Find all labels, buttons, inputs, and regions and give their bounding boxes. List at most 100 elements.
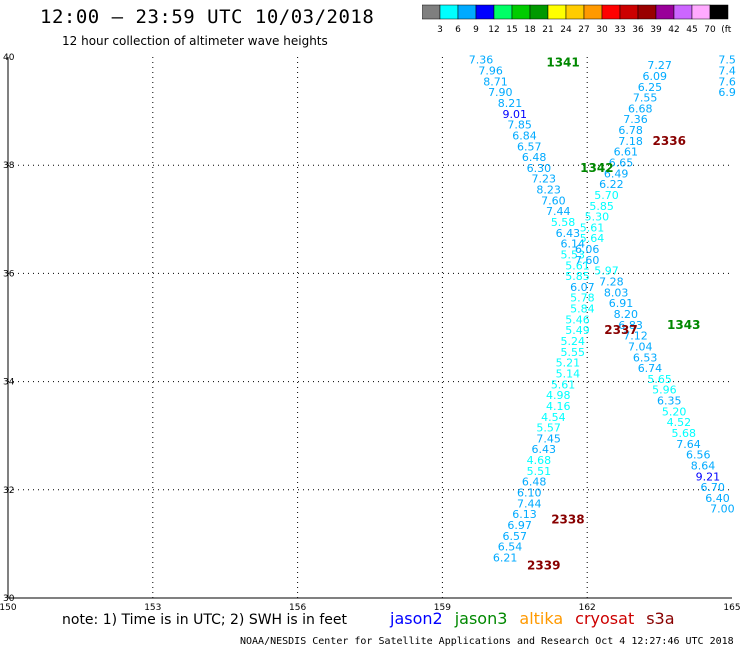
wave-height-point: 6.68 [628,102,653,115]
wave-height-point: 6.10 [517,487,542,500]
wave-height-point: 6.78 [618,124,643,137]
wave-height-point: 5.53 [560,248,585,261]
wave-height-point: 7.90 [488,86,513,99]
wave-height-point: 6.06 [575,243,600,256]
wave-height-point: 5.55 [560,346,585,359]
pass-number-label: 2339 [527,559,560,573]
colorbar-label: (ft) [721,25,732,35]
wave-height-point: 5.85 [565,270,590,283]
wave-height-point: 5.78 [570,292,595,305]
wave-height-point: 8.20 [614,308,639,321]
colorbar-label: 12 [488,25,499,35]
colorbar-label: 36 [632,25,644,35]
wave-height-point: 7.04 [628,340,653,353]
y-tick-label: 32 [3,486,14,496]
wave-height-point: 6.25 [638,81,663,94]
wave-height-point: 7.00 [710,503,735,516]
x-tick-label: 153 [144,603,161,610]
wave-height-point: 5.61 [580,221,605,234]
wave-height-point: 7.36 [469,54,494,67]
wave-height-point: 6.74 [638,362,663,375]
legend-item-jason3: jason3 [454,609,508,628]
pass-number-label: 2338 [551,513,584,527]
wave-height-point: 5.84 [570,303,595,316]
x-tick-label: 159 [434,603,451,610]
colorbar-label: 6 [455,25,461,35]
wave-height-point: 7.36 [623,113,648,126]
wave-height-point: 6.35 [657,395,682,408]
wave-height-point: 6.97 [507,519,532,532]
wave-height-point: 6.9 [718,86,736,99]
wave-height-point: 6.57 [517,140,542,153]
legend-item-altika: altika [519,609,564,628]
wave-height-point: 5.70 [594,189,619,202]
colorbar-label: 39 [650,25,662,35]
wave-height-point: 7.27 [647,59,672,72]
wave-height-point: 6.57 [503,530,528,543]
wave-height-point: 6.30 [527,162,552,175]
wave-height-point: 7.44 [546,205,571,218]
wave-height-point: 5.30 [585,211,610,224]
wave-height-point: 5.14 [556,367,581,380]
wave-height-point: 6.40 [705,492,730,505]
wave-height-point: 5.65 [647,373,672,386]
wave-height-point: 6.53 [633,351,658,364]
wave-height-point: 6.83 [618,319,643,332]
wave-height-point: 5.58 [551,216,576,229]
wave-height-point: 6.09 [643,70,668,83]
wave-height-point: 6.56 [686,449,711,462]
wave-height-point: 4.52 [667,416,692,429]
colorbar-label: 24 [560,25,572,35]
y-tick-label: 34 [3,378,15,388]
wave-height-point: 7.85 [507,119,532,132]
wave-height-point: 5.68 [671,427,696,440]
colorbar-label: 21 [542,25,553,35]
legend-item-cryosat: cryosat [575,609,635,628]
wave-height-point: 7.28 [599,276,624,289]
colorbar-label: 27 [578,25,589,35]
colorbar-label: 3 [437,25,443,35]
pass-number-label: 2337 [604,323,637,337]
satellite-legend: jason2 jason3 altika cryosat s3a [390,609,675,628]
y-tick-label: 38 [3,161,15,171]
chart-subtitle: 12 hour collection of altimeter wave hei… [62,34,328,48]
wave-height-point: 8.64 [691,459,716,472]
colorbar-label: 33 [614,25,625,35]
wave-height-point: 5.20 [662,405,687,418]
wave-height-point: 6.07 [570,281,595,294]
wave-height-point: 7.55 [633,92,658,105]
footnote: note: 1) Time is in UTC; 2) SWH is in fe… [62,612,348,628]
wave-height-point: 8.21 [498,97,523,110]
wave-height-point: 4.16 [546,400,571,413]
wave-height-point: 4.54 [541,411,566,424]
wave-height-point: 7.96 [478,65,503,78]
colorbar-label: 70 [704,25,716,35]
wave-height-point: 5.21 [556,357,581,370]
legend-item-jason2: jason2 [390,609,443,628]
y-tick-label: 36 [3,269,15,279]
wave-height-point: 8.71 [483,75,508,88]
wave-height-point: 7.23 [532,173,557,186]
colorbar-swatch [709,4,729,20]
wave-height-point: 7.64 [676,438,701,451]
wave-height-point: 6.21 [493,551,518,564]
wave-height-point: 4.68 [527,454,552,467]
colorbar-label: 18 [524,25,536,35]
x-tick-label: 162 [579,603,596,610]
wave-height-point: 6.70 [700,481,725,494]
wave-height-point: 7.45 [536,432,561,445]
wave-height-point: 5.97 [594,265,619,278]
wave-height-point: 6.14 [560,238,585,251]
wave-height-point: 6.43 [532,443,557,456]
wave-height-point: 6.84 [512,129,537,142]
wave-height-point: 7.60 [541,194,566,207]
wave-height-point: 7.12 [623,330,648,343]
colorbar-label: 15 [506,25,517,35]
wave-height-point: 9.01 [503,108,528,121]
wave-height-point: 7.60 [575,254,600,267]
wave-height-point: 7.44 [517,497,542,510]
wave-height-point: 7.18 [618,135,643,148]
wave-height-point: 5.61 [565,259,590,272]
